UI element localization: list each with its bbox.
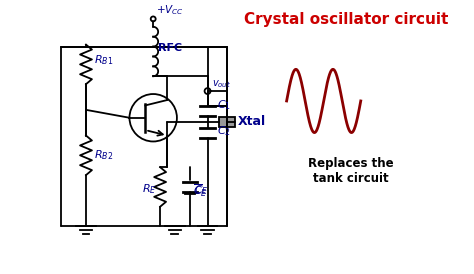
Text: Replaces the
tank circuit: Replaces the tank circuit — [308, 157, 394, 185]
Text: $R_{B1}$: $R_{B1}$ — [94, 53, 113, 67]
Bar — [219, 117, 235, 127]
Text: $\overline{C}_E$: $\overline{C}_E$ — [193, 182, 208, 199]
Text: $R_{B2}$: $R_{B2}$ — [94, 149, 113, 162]
Text: $R_E$: $R_E$ — [142, 182, 156, 196]
Text: Xtal: Xtal — [238, 115, 266, 128]
Text: $v_{out}$: $v_{out}$ — [211, 78, 231, 90]
Text: RFC: RFC — [158, 42, 182, 53]
Text: Crystal oscillator circuit: Crystal oscillator circuit — [244, 12, 448, 27]
Text: $C_E$: $C_E$ — [194, 183, 209, 197]
Text: $+V_{CC}$: $+V_{CC}$ — [156, 3, 184, 17]
Text: $C_1$: $C_1$ — [218, 98, 231, 112]
Text: $C_2$: $C_2$ — [218, 125, 231, 138]
